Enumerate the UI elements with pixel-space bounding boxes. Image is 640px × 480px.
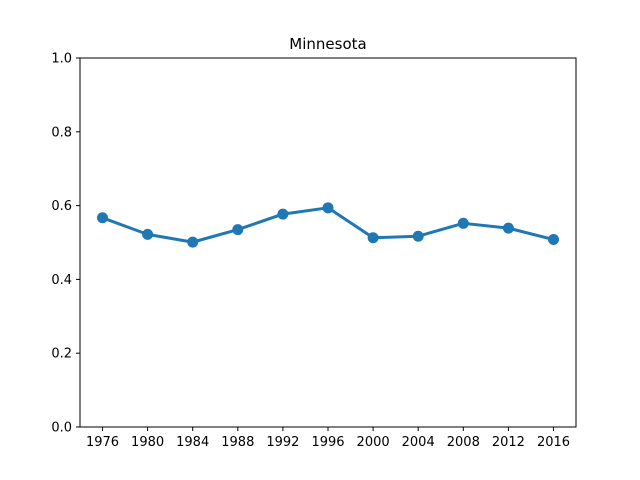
y-tick-label: 0.6	[51, 199, 72, 214]
y-tick-label: 1.0	[51, 52, 72, 67]
data-point	[277, 208, 289, 220]
plot-area	[79, 57, 577, 428]
x-tick-label: 2012	[492, 435, 525, 450]
x-tick-label: 1996	[311, 435, 344, 450]
y-tick-label: 0.4	[51, 273, 72, 288]
y-axis: 0.0 0.2 0.4 0.6 0.8 1.0	[51, 52, 80, 436]
data-point	[187, 236, 199, 248]
x-tick-label: 2016	[537, 435, 570, 450]
x-tick-label: 1992	[266, 435, 299, 450]
data-point	[412, 230, 424, 242]
y-tick-label: 0.8	[51, 125, 72, 140]
x-tick-label: 1980	[131, 435, 164, 450]
data-point	[457, 217, 469, 229]
x-axis: 1976 1980 1984 1988 1992 1996 2000 2004 2008 2012…	[86, 427, 570, 450]
y-tick-label: 0.0	[51, 421, 72, 436]
x-tick-label: 1988	[221, 435, 254, 450]
series-layer	[97, 202, 559, 248]
y-tick-label: 0.2	[51, 347, 72, 362]
x-tick-label: 2008	[447, 435, 480, 450]
data-point	[367, 232, 379, 244]
data-point	[322, 202, 334, 214]
data-point	[97, 212, 108, 224]
data-point	[232, 224, 244, 236]
x-tick-label: 2004	[402, 435, 435, 450]
data-point	[142, 228, 154, 240]
x-tick-label: 2000	[357, 435, 390, 450]
x-tick-label: 1984	[176, 435, 209, 450]
data-point	[548, 234, 559, 246]
x-tick-label: 1976	[86, 435, 119, 450]
data-point	[502, 222, 514, 234]
chart-title: Minnesota	[289, 35, 366, 53]
